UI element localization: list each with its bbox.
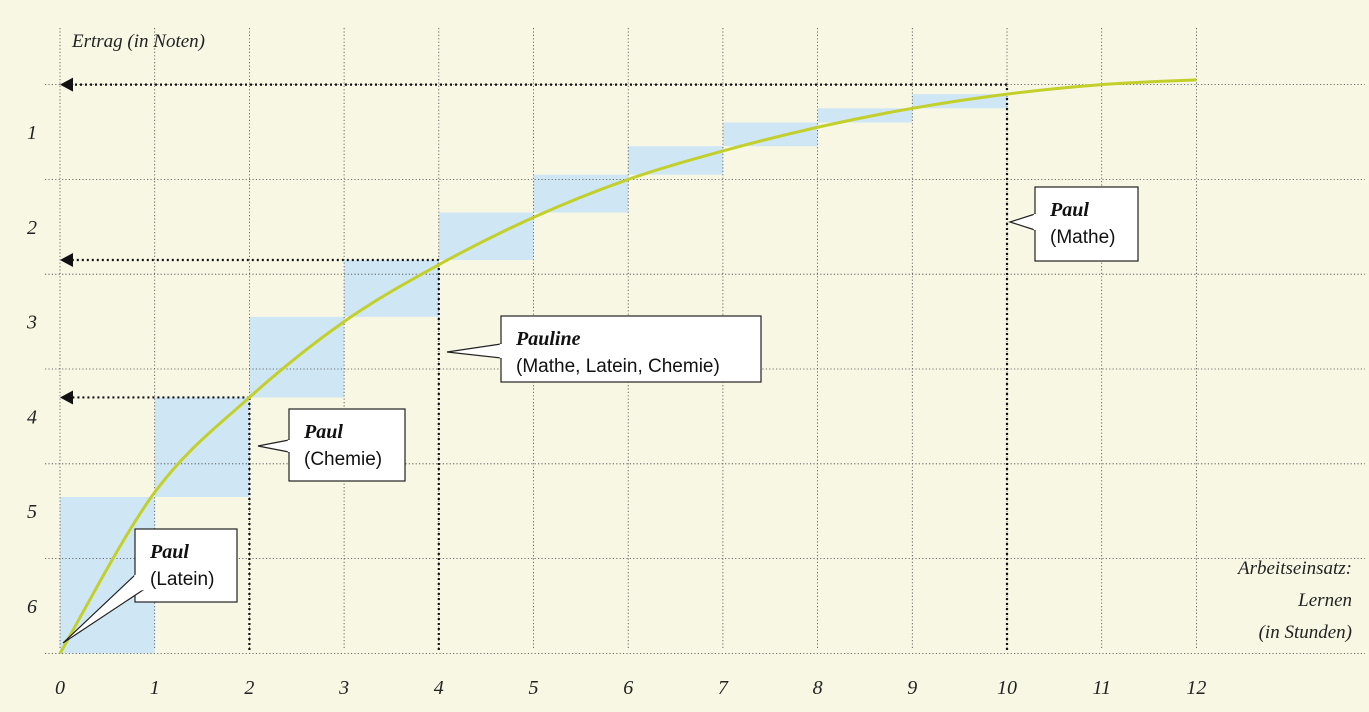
callout-subtitle-3: (Mathe) [1050,227,1115,248]
x-tick-12: 12 [1186,677,1206,699]
callout-subtitle-1: (Chemie) [304,449,382,470]
ref-arrow-2 [60,77,73,92]
ref-arrow-0 [60,390,73,405]
y-axis-title: Ertrag (in Noten) [71,31,205,52]
x-tick-10: 10 [997,677,1017,699]
callout-box-3 [1034,186,1139,262]
x-tick-6: 6 [623,677,633,699]
callout-box-1 [288,408,406,482]
x-tick-5: 5 [529,677,539,699]
step-4 [438,212,534,260]
callout-box-2 [500,315,762,383]
y-tick-1: 1 [27,122,37,144]
step-7 [722,122,818,147]
y-tick-6: 6 [27,596,37,618]
curve-layer [58,78,1197,655]
x-tick-1: 1 [150,677,160,699]
x-tick-11: 11 [1092,677,1111,699]
callout-title-1: Paul [303,421,343,443]
callout-subtitle-0: (Latein) [150,569,214,590]
callout-box-0 [134,528,238,603]
ref-arrow-1 [60,252,73,267]
step-1 [154,397,250,497]
x-tick-9: 9 [907,677,917,699]
callout-title-2: Pauline [515,328,581,350]
y-tick-2: 2 [27,217,37,239]
x-tick-0: 0 [55,677,65,699]
x-axis-title-line-1: Arbeitseinsatz: [1236,558,1352,579]
y-tick-5: 5 [27,501,37,523]
x-tick-3: 3 [338,677,349,699]
callouts: Paul (Latein) Paul (Chemie) Pauline (Mathe, L… [62,186,1139,644]
x-tick-7: 7 [718,677,729,699]
y-tick-3: 3 [26,312,37,334]
x-tick-2: 2 [244,677,254,699]
step-5 [533,174,629,213]
callout-subtitle-2: (Mathe, Latein, Chemie) [516,356,720,377]
x-tick-4: 4 [434,677,444,699]
reference-lines [60,77,1009,650]
callout-title-0: Paul [149,541,189,563]
curve-line [58,78,1197,655]
x-tick-8: 8 [813,677,823,699]
step-6 [628,146,723,175]
callout-title-3: Paul [1049,199,1089,221]
y-tick-4: 4 [27,406,37,428]
callout-pointer-join-0 [133,574,145,591]
step-3 [344,259,439,317]
x-axis-title-line-3: (in Stunden) [1259,622,1352,643]
x-axis-title-line-2: Lernen [1297,590,1352,611]
